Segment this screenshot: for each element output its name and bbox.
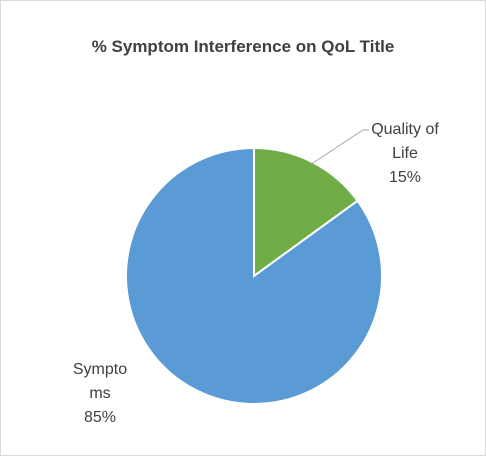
chart-title: % Symptom Interference on QoL Title <box>91 37 395 56</box>
category-label: Symptoms <box>72 361 128 402</box>
pie-slice <box>125 146 383 405</box>
pie-slice <box>253 146 359 278</box>
data-label: Quality of Life 15% <box>365 118 445 190</box>
category-label: Quality of Life <box>371 121 439 162</box>
value-label: 15% <box>388 169 422 186</box>
leader-line <box>310 129 369 165</box>
data-label: Symptoms 85% <box>72 358 128 430</box>
value-label: 85% <box>83 409 117 426</box>
